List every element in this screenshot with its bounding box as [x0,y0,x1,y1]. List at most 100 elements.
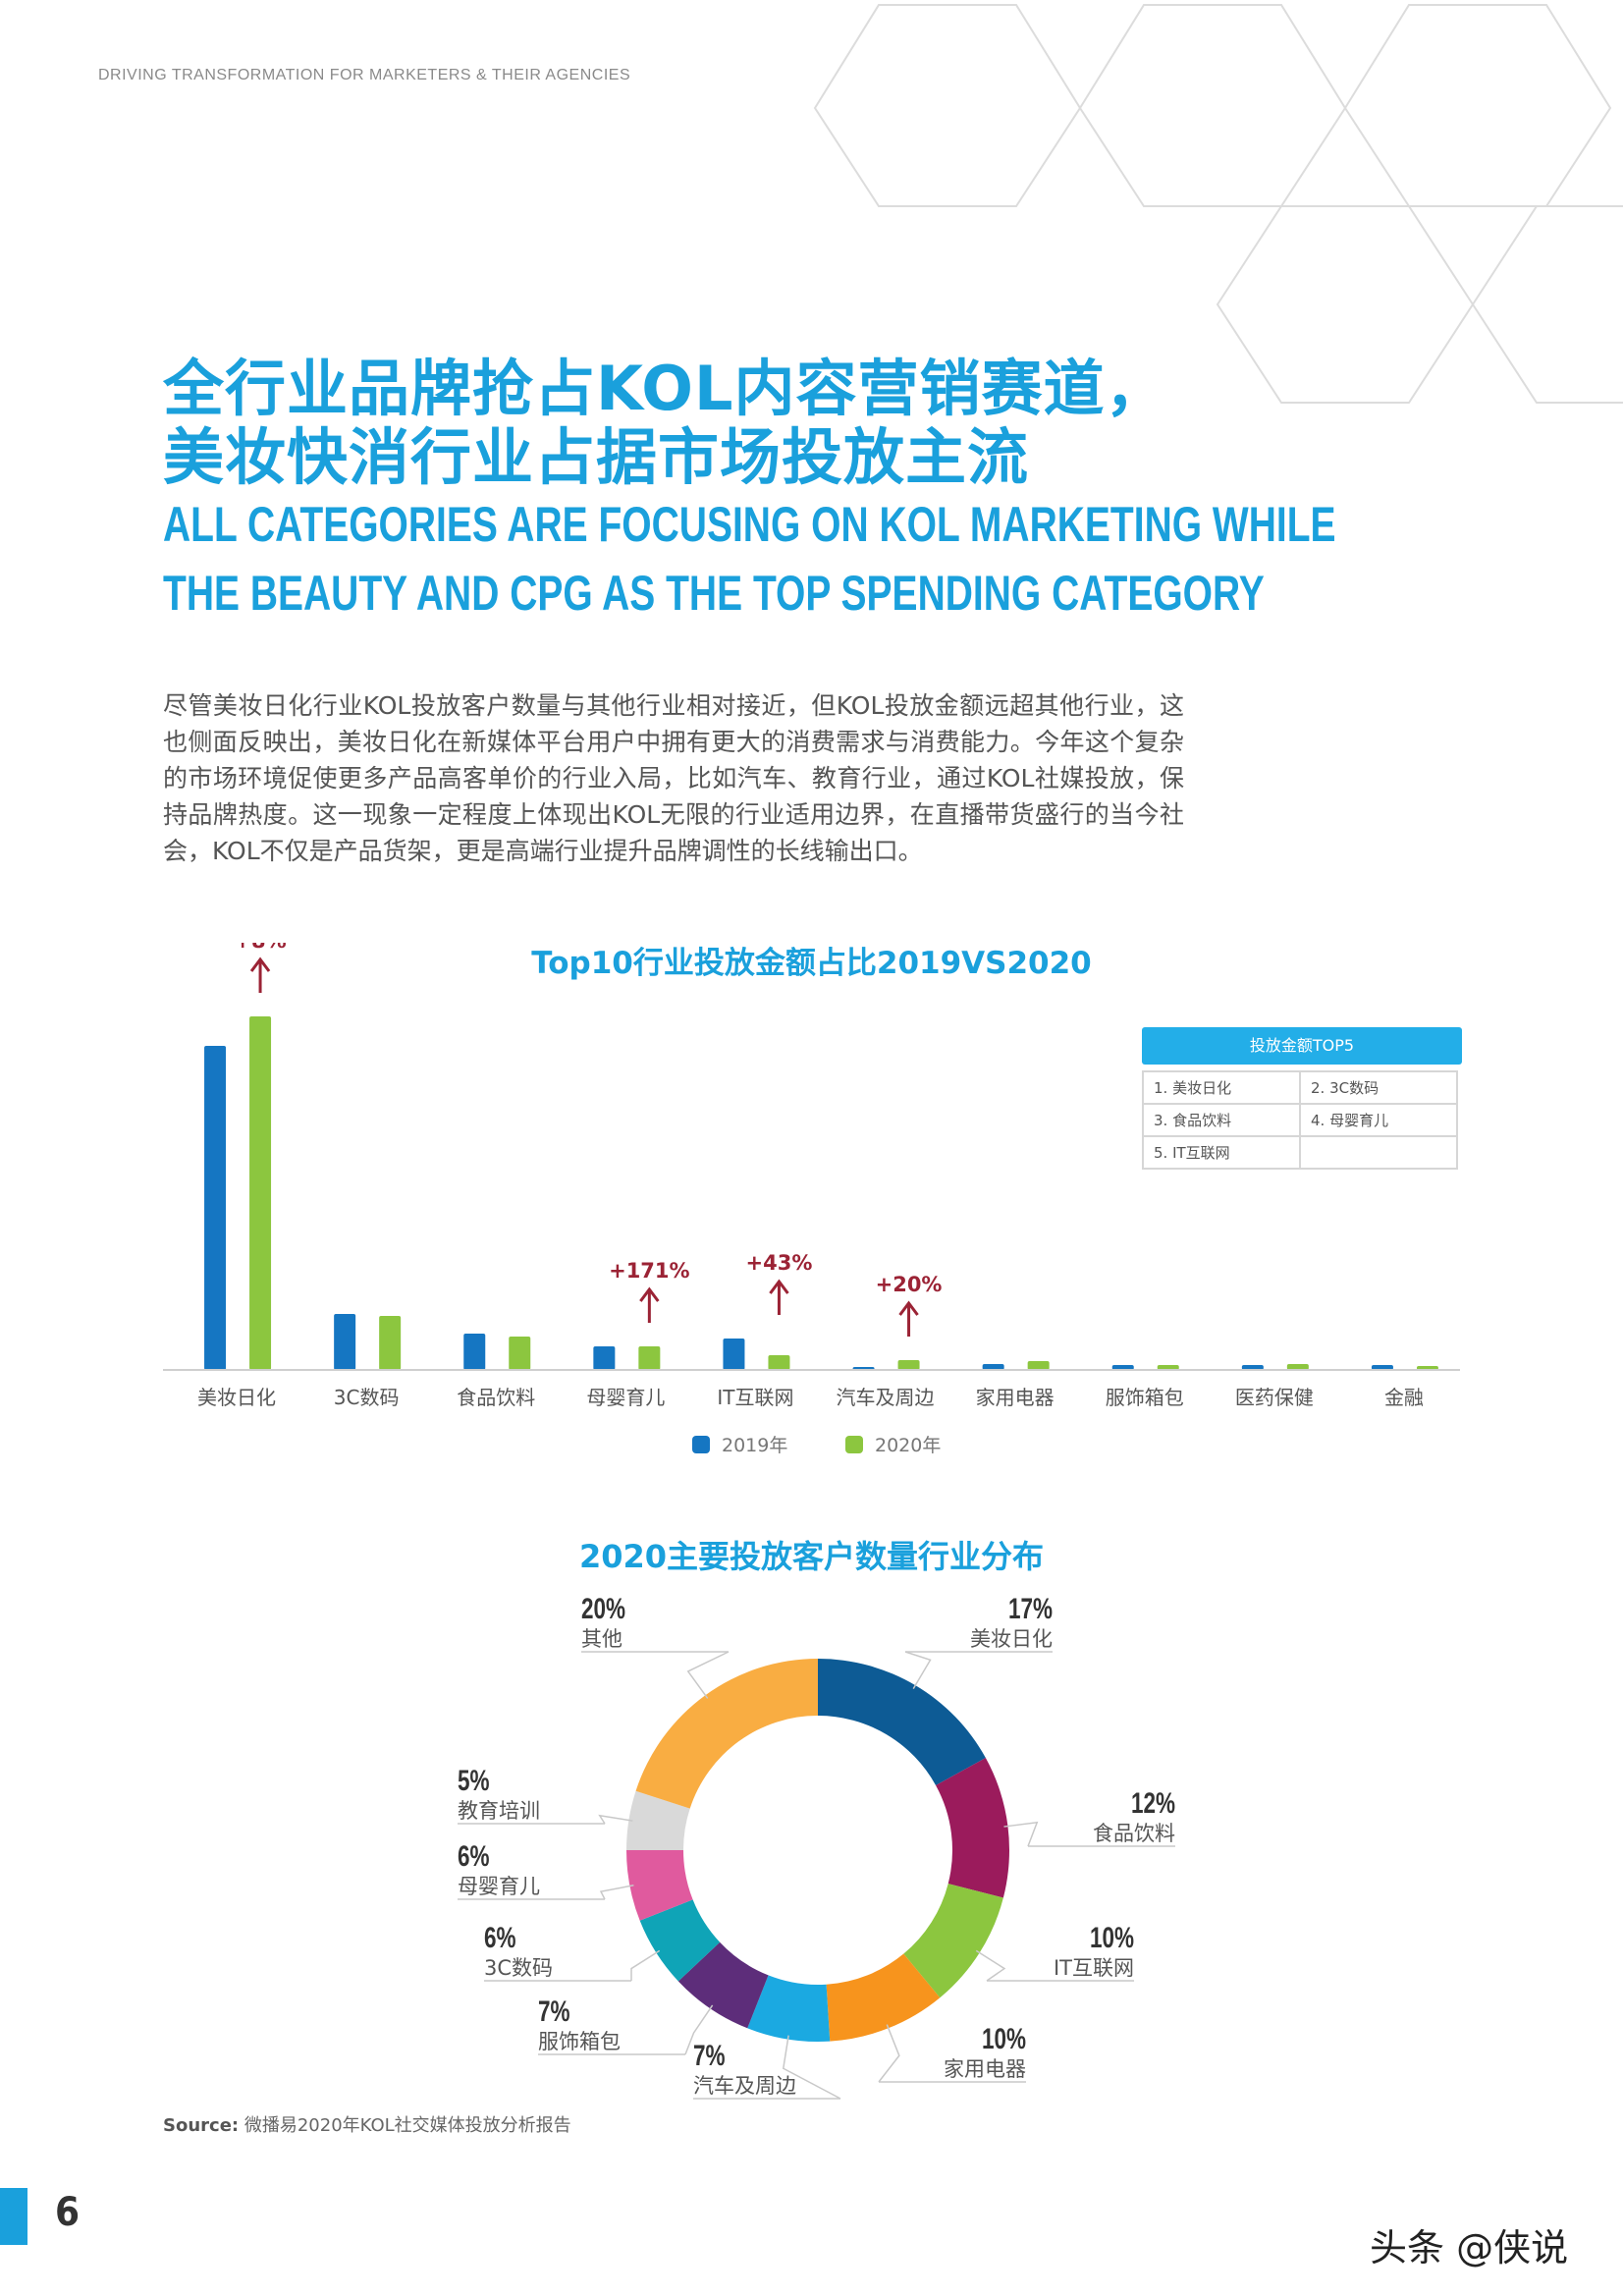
bar-2019 [593,1346,616,1370]
body-paragraph: 尽管美妆日化行业KOL投放客户数量与其他行业相对接近，但KOL投放金额远超其他行… [163,691,1184,865]
x-tick-label: 金融 [1384,1386,1424,1409]
slice-percent-label: 12% [1131,1786,1175,1820]
up-arrow-icon [898,1300,919,1316]
bar-2020 [638,1346,661,1370]
bar-2019 [463,1334,486,1370]
slice-category-label: 母婴育儿 [458,1875,540,1898]
source-note: Source: 微播易2020年KOL社交媒体投放分析报告 [163,2111,571,2137]
bar-2020 [768,1355,790,1370]
slice-category-label: 3C数码 [484,1956,553,1980]
slice-percent-label: 20% [581,1592,625,1625]
growth-annotation: +43% [746,1251,813,1275]
donut-slice [818,1659,986,1785]
donut-slice [826,1953,941,2042]
bar-2020 [1157,1365,1179,1370]
leader-line [782,2035,841,2100]
leader-line [684,2004,714,2055]
x-tick-label: 家用电器 [976,1386,1055,1409]
top5-item: 4. 母婴育儿 [1299,1103,1458,1137]
leader-line [630,1949,661,1982]
slice-percent-label: 10% [1090,1921,1134,1954]
slice-percent-label: 7% [538,1995,570,2028]
leader-line [598,1814,633,1825]
x-tick-label: 美妆日化 [197,1386,276,1409]
leader-line [878,2024,900,2083]
bar-2020 [897,1360,920,1370]
donut-slice [936,1758,1009,1898]
x-tick-label: 汽车及周边 [837,1386,935,1409]
watermark: 头条 @侠说 [1370,2226,1569,2269]
growth-annotation: +20% [876,1273,943,1296]
bar-2019 [204,1046,227,1370]
bar-2019 [1371,1365,1393,1370]
donut-slice [626,1850,693,1921]
x-tick-label: 服饰箱包 [1106,1386,1184,1409]
leader-line [686,1651,730,1699]
legend-swatch [692,1436,710,1453]
top5-item: 5. IT互联网 [1142,1135,1301,1170]
slice-category-label: 家用电器 [944,2057,1026,2081]
up-arrow-icon [639,1286,660,1302]
slice-percent-label: 6% [458,1839,490,1873]
donut-slice [747,1975,831,2042]
slice-percent-label: 7% [693,2039,726,2072]
bar-chart-title: Top10行业投放金额占比2019VS2020 [531,946,1092,981]
page-number-accent [0,2188,27,2245]
bar-chart: 美妆日化 +8% 3C数码 食品饮料 母婴育儿 +171% IT互联网 +43% 汽车及周边 +2… [163,943,1460,1456]
slice-category-label: 服饰箱包 [538,2030,621,2053]
slice-percent-label: 5% [458,1764,490,1797]
x-tick-label: IT互联网 [717,1386,793,1409]
bar-2020 [509,1337,531,1370]
bar-2020 [1027,1361,1050,1370]
donut-slice [903,1884,1003,1998]
slice-percent-label: 10% [982,2022,1026,2055]
title-chinese-line-1: 全行业品牌抢占KOL内容营销赛道， [163,353,1167,424]
title-english-line-1: ALL CATEGORIES ARE FOCUSING ON KOL MARKE… [163,497,1336,552]
legend-label: 2020年 [875,1435,941,1456]
legend-swatch [845,1436,863,1453]
page-number: 6 [55,2190,81,2235]
top5-item [1299,1135,1458,1170]
growth-annotation: +8% [234,943,286,953]
slice-percent-label: 17% [1008,1592,1053,1625]
bar-2019 [1241,1365,1264,1370]
donut-chart-title: 2020主要投放客户数量行业分布 [578,1538,1045,1575]
slice-percent-label: 6% [484,1921,516,1954]
top5-item: 1. 美妆日化 [1142,1070,1301,1105]
x-tick-label: 医药保健 [1235,1386,1314,1409]
donut-slice [635,1659,818,1809]
source-label: Source: [163,2115,240,2136]
slice-category-label: 教育培训 [458,1799,540,1823]
top5-item: 3. 食品饮料 [1142,1103,1301,1137]
donut-slice [626,1790,690,1850]
top5-header: 投放金额TOP5 [1142,1027,1462,1065]
leader-line [975,1949,1006,1982]
header-tagline: DRIVING TRANSFORMATION FOR MARKETERS & T… [98,67,631,83]
top5-item: 2. 3C数码 [1299,1070,1458,1105]
slice-category-label: 汽车及周边 [693,2074,796,2098]
bar-2019 [1111,1365,1134,1370]
up-arrow-icon [249,957,271,972]
x-tick-label: 3C数码 [334,1386,400,1409]
x-tick-label: 母婴育儿 [586,1386,665,1409]
bar-2019 [723,1339,745,1370]
legend-label: 2019年 [722,1435,787,1456]
title-english-line-2: THE BEAUTY AND CPG AS THE TOP SPENDING C… [163,566,1265,621]
slice-category-label: IT互联网 [1054,1956,1134,1980]
up-arrow-icon [769,1279,789,1294]
source-text: 微播易2020年KOL社交媒体投放分析报告 [243,2115,571,2136]
donut-slice [677,1941,769,2029]
hexagon-pattern-decoration [813,4,1623,404]
slice-category-label: 其他 [581,1627,622,1651]
bar-2019 [982,1364,1004,1370]
leader-line [1003,1821,1039,1847]
bar-2020 [249,1016,272,1370]
x-tick-label: 食品饮料 [457,1386,535,1409]
leader-line [599,1885,634,1900]
slice-category-label: 食品饮料 [1093,1822,1175,1845]
donut-slice [639,1899,721,1982]
title-chinese-line-2: 美妆快消行业占据市场投放主流 [163,421,1030,493]
bar-2019 [334,1314,356,1370]
top5-table: 1. 美妆日化 2. 3C数码 3. 食品饮料 4. 母婴育儿 5. IT互联网 [1142,1070,1458,1170]
top5-panel: 投放金额TOP5 1. 美妆日化 2. 3C数码 3. 食品饮料 4. 母婴育儿… [1142,1027,1462,1170]
